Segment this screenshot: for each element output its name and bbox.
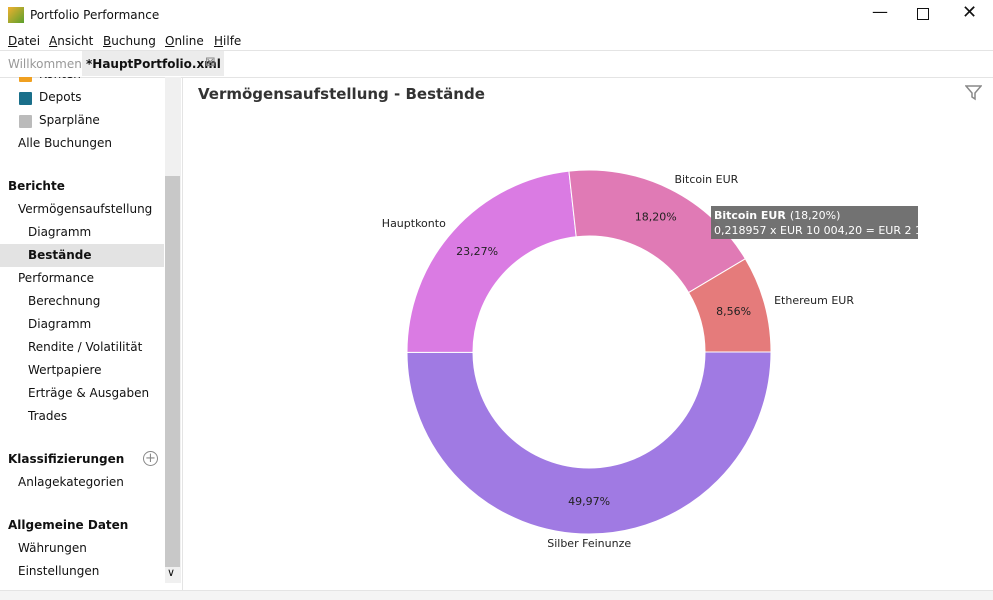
menu-item[interactable]: Hilfe bbox=[214, 34, 242, 48]
tab-close[interactable]: ⊠ bbox=[205, 55, 216, 70]
nav-subitem[interactable]: Erträge & Ausgaben bbox=[28, 386, 150, 400]
add-button[interactable]: + bbox=[143, 451, 158, 466]
donut-slice bbox=[406, 170, 577, 353]
menu-bar: Datei Ansicht Buchung Online Hilfe bbox=[0, 30, 993, 50]
nav-item[interactable]: Vermögensaufstellung bbox=[18, 202, 153, 216]
menu-item[interactable]: Buchung bbox=[103, 34, 156, 48]
menu-item[interactable]: Ansicht bbox=[49, 34, 94, 48]
slice-label: Bitcoin EUR bbox=[674, 173, 738, 186]
tooltip-share: (18,20%) bbox=[790, 209, 841, 222]
chart-title: Vermögensaufstellung - Bestände bbox=[198, 85, 485, 103]
tooltip-detail: 0,218957 x EUR 10 004,20 = EUR 2 190,49 bbox=[714, 224, 953, 237]
item-icon bbox=[19, 77, 32, 82]
nav-subitem[interactable]: Rendite / Volatilität bbox=[28, 340, 143, 354]
slice-percent: 23,27% bbox=[456, 245, 498, 258]
tab-bar bbox=[0, 50, 993, 78]
slice-percent: 8,56% bbox=[716, 305, 751, 318]
tab[interactable]: Willkommen bbox=[8, 57, 82, 71]
tab-active-bg bbox=[82, 51, 224, 76]
nav-subitem[interactable]: Trades bbox=[28, 409, 68, 423]
nav-item[interactable]: Depots bbox=[39, 90, 82, 104]
nav-subitem[interactable]: Wertpapiere bbox=[28, 363, 102, 377]
nav-item[interactable]: Sparpläne bbox=[39, 113, 100, 127]
section-heading: Allgemeine Daten bbox=[8, 518, 129, 532]
close-button[interactable]: ✕ bbox=[962, 2, 978, 23]
section-heading: Klassifizierungen bbox=[8, 452, 125, 466]
window-title: Portfolio Performance bbox=[30, 8, 160, 22]
nav-item[interactable]: Konten bbox=[39, 77, 81, 81]
tooltip-bg bbox=[711, 206, 918, 239]
scroll-down[interactable]: ∨ bbox=[167, 566, 176, 579]
nav-subitem[interactable]: Diagramm bbox=[28, 317, 92, 331]
slice-label: Hauptkonto bbox=[382, 217, 446, 230]
tabs: Willkommen *HauptPortfolio.xml ⊠ bbox=[0, 50, 993, 77]
nav-subitem[interactable]: Bestände bbox=[28, 248, 92, 262]
slice-label: Ethereum EUR bbox=[774, 294, 854, 307]
nav-subitem[interactable]: Berechnung bbox=[28, 294, 101, 308]
minimize-button[interactable]: — bbox=[872, 2, 888, 21]
tooltip-title: Bitcoin EUR bbox=[714, 209, 786, 222]
donut-slice bbox=[687, 258, 772, 353]
nav-item[interactable]: Anlagekategorien bbox=[18, 475, 124, 489]
selected-row bbox=[0, 244, 164, 267]
menu-item[interactable]: Online bbox=[165, 34, 204, 48]
status-bar bbox=[0, 590, 993, 600]
scrollbar-thumb[interactable] bbox=[165, 176, 180, 567]
donut-slice bbox=[406, 351, 772, 535]
slice-percent: 49,97% bbox=[568, 495, 610, 508]
filter-icon[interactable] bbox=[965, 84, 982, 101]
sidebar: ∨ Konten Depots Sparpläne Alle Buchungen Ber… bbox=[0, 77, 183, 590]
nav-subitem[interactable]: Diagramm bbox=[28, 225, 92, 239]
nav-item[interactable]: Einstellungen bbox=[18, 564, 100, 578]
nav-item[interactable]: Währungen bbox=[18, 541, 87, 555]
slice-percent: 18,20% bbox=[635, 211, 677, 224]
item-icon bbox=[19, 92, 32, 105]
nav-item[interactable]: Alle Buchungen bbox=[18, 136, 112, 150]
tab-active[interactable]: *HauptPortfolio.xml bbox=[86, 57, 221, 71]
section-heading: Berichte bbox=[8, 179, 65, 193]
app-icon bbox=[8, 7, 24, 23]
menu-item[interactable]: Datei bbox=[8, 34, 41, 48]
maximize-button[interactable] bbox=[917, 8, 929, 20]
slice-label: Silber Feinunze bbox=[547, 537, 631, 550]
nav-item[interactable]: Performance bbox=[18, 271, 95, 285]
donut-chart: 49,97% Silber Feinunze 23,27% Hauptkonto 18,… bbox=[382, 169, 953, 550]
item-icon bbox=[19, 115, 32, 128]
